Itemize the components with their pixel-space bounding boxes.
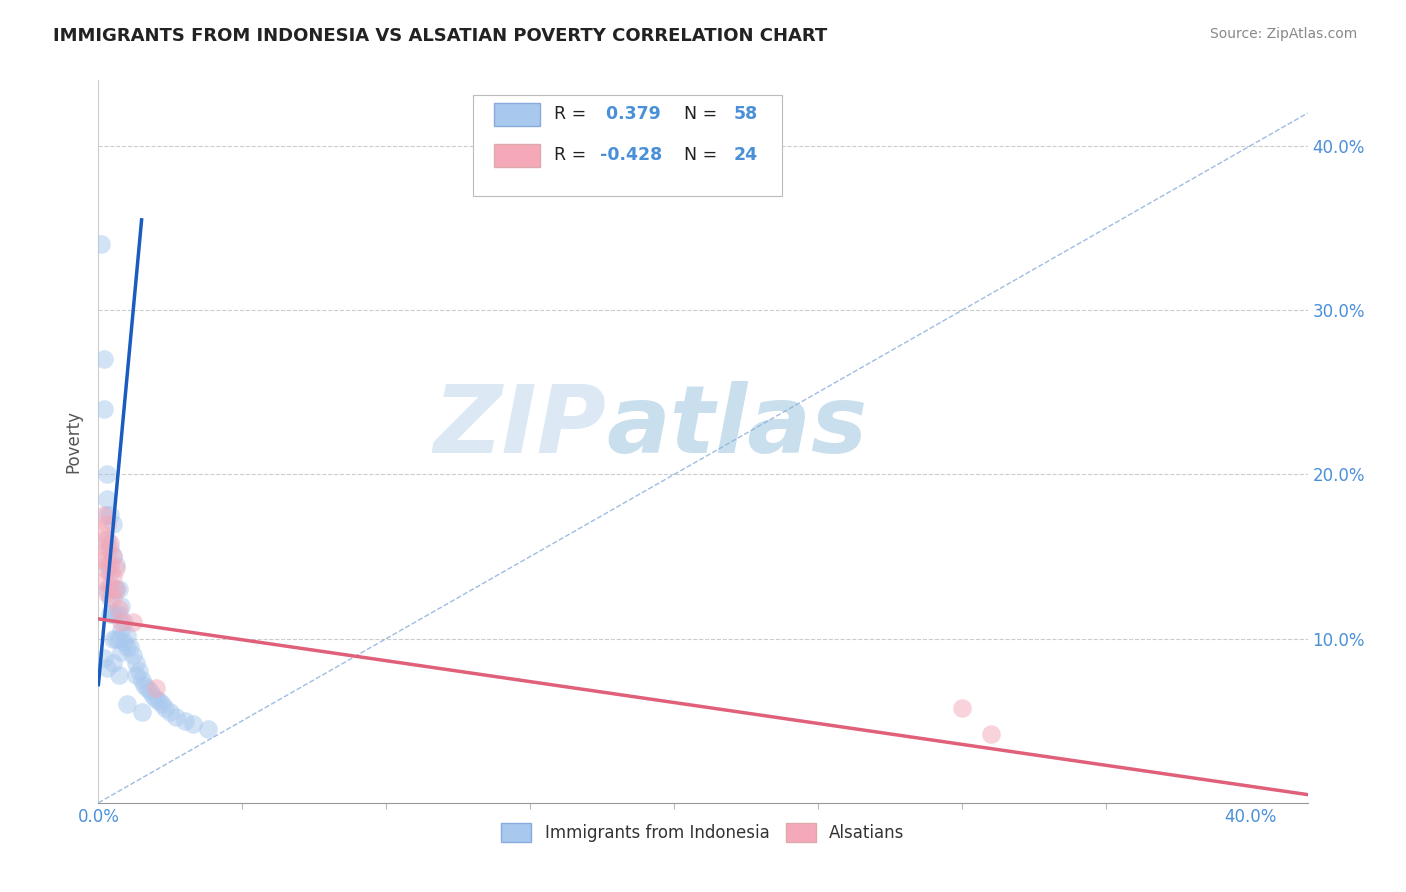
Point: [120, 640, 142, 654]
Point: [98, 558, 121, 572]
Point: [110, 615, 132, 630]
Point: [115, 640, 138, 654]
Point: [98, 591, 121, 605]
Point: [107, 582, 129, 597]
Point: [159, 706, 181, 720]
Point: [134, 677, 156, 691]
Text: 0.379: 0.379: [600, 105, 661, 123]
Text: IMMIGRANTS FROM INDONESIA VS ALSATIAN POVERTY CORRELATION CHART: IMMIGRANTS FROM INDONESIA VS ALSATIAN PO…: [53, 27, 828, 45]
Point: [90, 237, 112, 252]
Point: [107, 632, 129, 646]
Point: [110, 599, 132, 613]
Point: [128, 665, 150, 679]
Point: [104, 582, 127, 597]
Point: [950, 700, 973, 714]
Point: [131, 673, 153, 687]
Point: [93, 352, 115, 367]
Point: [104, 582, 127, 597]
Point: [107, 667, 129, 681]
Point: [90, 524, 112, 539]
Text: R =: R =: [554, 145, 592, 164]
Point: [145, 681, 167, 695]
Point: [98, 536, 121, 550]
Point: [153, 700, 176, 714]
Bar: [494, 144, 540, 167]
Point: [148, 694, 170, 708]
Point: [125, 667, 148, 681]
Point: [101, 582, 124, 597]
Point: [101, 657, 124, 671]
Point: [93, 553, 115, 567]
Point: [112, 635, 135, 649]
Point: [96, 533, 118, 547]
Text: -0.428: -0.428: [600, 145, 662, 164]
Point: [101, 549, 124, 564]
Point: [104, 558, 127, 572]
Point: [131, 706, 153, 720]
Point: [104, 607, 127, 621]
Point: [96, 661, 118, 675]
Point: [110, 624, 132, 638]
Point: [139, 684, 162, 698]
Point: [93, 574, 115, 588]
Point: [96, 491, 118, 506]
Text: R =: R =: [554, 105, 592, 123]
Text: N =: N =: [672, 145, 723, 164]
Point: [98, 566, 121, 580]
Y-axis label: Poverty: Poverty: [65, 410, 83, 473]
Point: [101, 591, 124, 605]
Point: [136, 681, 159, 695]
Point: [93, 508, 115, 523]
Point: [115, 698, 138, 712]
Point: [173, 714, 195, 728]
Point: [96, 467, 118, 482]
Point: [183, 717, 205, 731]
Point: [122, 615, 145, 630]
Point: [107, 602, 129, 616]
Point: [142, 689, 165, 703]
Text: ZIP: ZIP: [433, 381, 606, 473]
Point: [145, 692, 167, 706]
Point: [96, 558, 118, 572]
Point: [101, 632, 124, 646]
Point: [96, 541, 118, 556]
Text: atlas: atlas: [606, 381, 868, 473]
Text: 58: 58: [734, 105, 758, 123]
Point: [96, 563, 118, 577]
Point: [165, 710, 187, 724]
Legend: Immigrants from Indonesia, Alsatians: Immigrants from Indonesia, Alsatians: [495, 816, 911, 848]
Text: N =: N =: [672, 105, 723, 123]
Point: [90, 549, 112, 564]
Point: [112, 615, 135, 630]
Text: Source: ZipAtlas.com: Source: ZipAtlas.com: [1209, 27, 1357, 41]
Point: [96, 508, 118, 523]
Point: [98, 541, 121, 556]
Point: [101, 607, 124, 621]
FancyBboxPatch shape: [474, 95, 782, 196]
Point: [101, 516, 124, 531]
Point: [150, 698, 173, 712]
Point: [96, 585, 118, 599]
Point: [93, 651, 115, 665]
Point: [110, 645, 132, 659]
Point: [104, 561, 127, 575]
Point: [98, 508, 121, 523]
Point: [93, 401, 115, 416]
Point: [101, 569, 124, 583]
Point: [98, 607, 121, 621]
Point: [96, 582, 118, 597]
Point: [101, 549, 124, 564]
Point: [96, 516, 118, 531]
Point: [125, 657, 148, 671]
Point: [107, 607, 129, 621]
Point: [98, 579, 121, 593]
Point: [980, 727, 1002, 741]
Point: [122, 648, 145, 662]
Bar: [494, 103, 540, 126]
Point: [197, 722, 219, 736]
Point: [115, 628, 138, 642]
Text: 24: 24: [734, 145, 758, 164]
Point: [93, 533, 115, 547]
Point: [104, 632, 127, 646]
